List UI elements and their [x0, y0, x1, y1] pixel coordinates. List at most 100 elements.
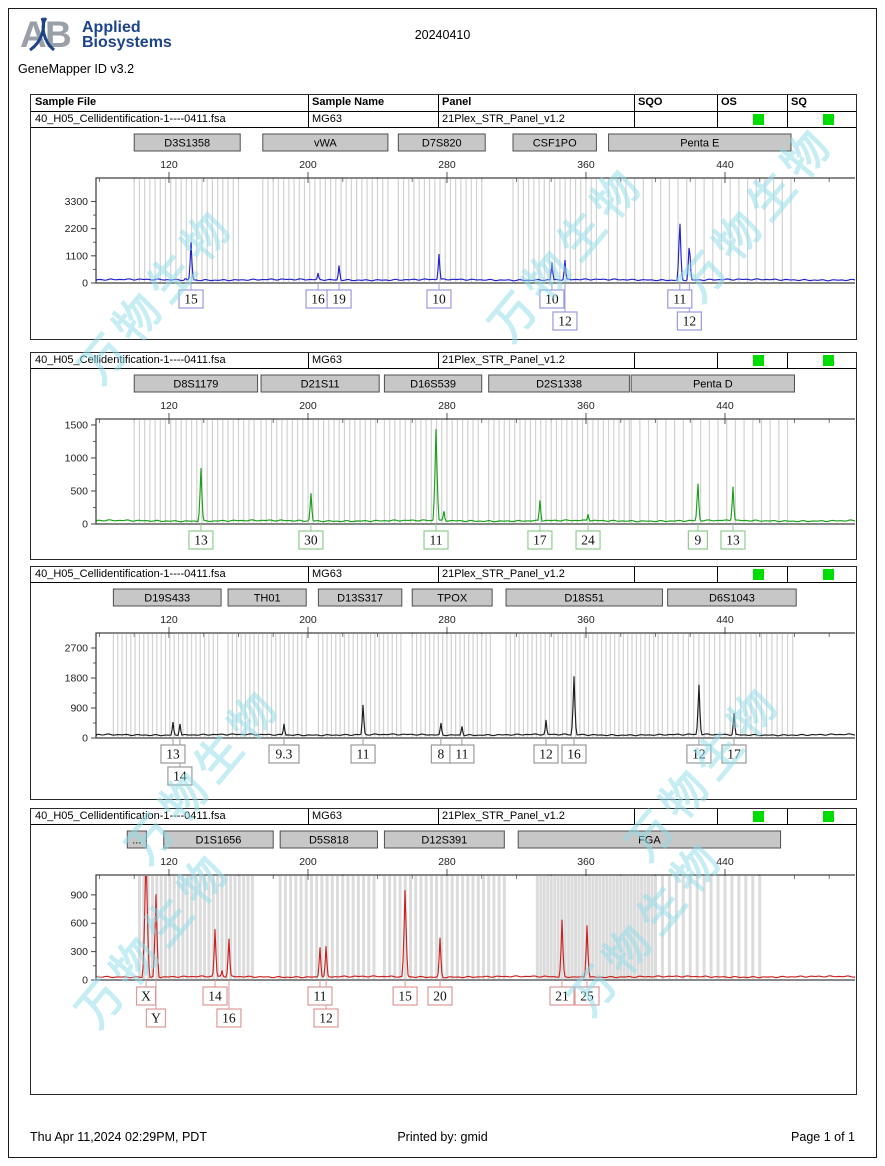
marker-label: TH01: [254, 593, 281, 605]
allele-label-box: [426, 289, 452, 309]
app-version-label: GeneMapper ID v3.2: [18, 62, 135, 76]
allele-label: 14: [173, 769, 187, 784]
logo-text: Applied Biosystems: [82, 19, 172, 51]
marker-label: Penta E: [680, 138, 719, 150]
os-status-square: [753, 811, 764, 822]
y-tick-label: 0: [82, 975, 88, 987]
allele-label-box: [539, 289, 565, 309]
marker-box: [133, 374, 259, 393]
marker-box: [112, 588, 222, 607]
y-tick-label: 500: [70, 485, 88, 497]
marker-box: [411, 588, 493, 607]
x-tick-label: 280: [438, 400, 456, 412]
trace-line: [96, 676, 856, 737]
x-tick-label: 200: [299, 614, 317, 626]
allele-label-box: [533, 744, 559, 764]
sample-cell-2: 21Plex_STR_Panel_v1.2: [442, 113, 565, 125]
column-header-2: Panel: [442, 96, 472, 108]
column-separator: [717, 567, 718, 582]
allele-label-box: [307, 986, 333, 1006]
sample-cell-0: 40_H05_Cellidentification-1----0411.fsa: [35, 113, 226, 125]
header-logo: A B Applied Biosystems: [20, 14, 172, 56]
marker-label: FGA: [638, 835, 661, 847]
marker-label: D18S51: [564, 593, 604, 605]
allele-label: 13: [166, 747, 180, 762]
marker-label: D3S1358: [164, 138, 210, 150]
x-tick-label: 440: [716, 400, 734, 412]
marker-label: D12S391: [421, 835, 467, 847]
marker-box: [317, 588, 403, 607]
marker-box: [163, 830, 274, 849]
allele-label-box: [549, 986, 575, 1006]
sample-cell-0: 40_H05_Cellidentification-1----0411.fsa: [35, 354, 226, 366]
os-status-square: [753, 569, 764, 580]
sample-cell-2: 21Plex_STR_Panel_v1.2: [442, 810, 565, 822]
allele-label: 11: [430, 533, 443, 548]
column-header-1: Sample Name: [312, 96, 385, 108]
marker-label: D21S11: [301, 379, 340, 391]
sample-cell-1: MG63: [312, 354, 342, 366]
allele-label: 15: [184, 292, 198, 307]
logo-line-1: Applied: [82, 19, 141, 36]
os-status-square: [753, 114, 764, 125]
x-tick-label: 120: [160, 614, 178, 626]
column-separator: [787, 353, 788, 368]
marker-label: D19S433: [144, 593, 190, 605]
allele-label: 21: [555, 989, 569, 1004]
marker-label: TPOX: [437, 593, 468, 605]
allele-label-box: [449, 744, 475, 764]
allele-label-box: [527, 530, 553, 550]
column-header-5: SQ: [791, 96, 807, 108]
y-tick-label: 0: [82, 519, 88, 531]
allele-label: 8: [438, 747, 445, 762]
marker-label: D16S539: [410, 379, 456, 391]
sample-group-4: 40_H05_Cellidentification-1----0411.fsa M…: [30, 808, 857, 1095]
allele-label: 10: [545, 292, 559, 307]
column-header-0: Sample File: [35, 96, 97, 108]
y-tick-label: 900: [70, 703, 88, 715]
marker-label: Penta D: [693, 379, 733, 391]
y-tick-label: 2200: [65, 223, 89, 235]
column-separator: [787, 809, 788, 824]
column-separator: [634, 567, 635, 582]
allele-label: 9: [694, 533, 701, 548]
x-tick-label: 280: [438, 614, 456, 626]
marker-box: [630, 374, 795, 393]
sample-group-2: 40_H05_Cellidentification-1----0411.fsa M…: [30, 352, 857, 560]
sample-row: 40_H05_Cellidentification-1----0411.fsa M…: [31, 353, 856, 369]
marker-box: [260, 374, 380, 393]
allele-label: 11: [313, 989, 326, 1004]
marker-label: ...: [132, 835, 141, 847]
allele-label: 30: [304, 533, 318, 548]
x-tick-label: 360: [577, 400, 595, 412]
x-tick-label: 440: [716, 614, 734, 626]
y-tick-label: 300: [70, 946, 88, 958]
allele-label: 13: [726, 533, 740, 548]
ab-logo-icon: A B: [20, 14, 72, 55]
column-separator: [438, 809, 439, 824]
column-separator: [438, 112, 439, 127]
allele-label: 24: [581, 533, 595, 548]
allele-label: 10: [432, 292, 446, 307]
allele-label-box: [160, 744, 186, 764]
footer-page: Page 1 of 1: [791, 1130, 855, 1144]
column-separator: [438, 95, 439, 111]
allele-label: 12: [558, 314, 572, 329]
x-tick-label: 200: [299, 856, 317, 868]
sq-status-square: [823, 569, 834, 580]
allele-label-box: [216, 1008, 242, 1028]
marker-label: D8S1179: [173, 379, 218, 391]
column-separator: [717, 353, 718, 368]
allele-label-box: [313, 1008, 339, 1028]
marker-box: [505, 588, 663, 607]
sample-row: 40_H05_Cellidentification-1----0411.fsa M…: [31, 112, 856, 128]
marker-box: [227, 588, 307, 607]
y-tick-label: 1500: [65, 419, 89, 431]
column-separator: [634, 809, 635, 824]
x-tick-label: 200: [299, 159, 317, 171]
x-tick-label: 200: [299, 400, 317, 412]
sample-cell-1: MG63: [312, 113, 342, 125]
allele-label: 12: [319, 1011, 333, 1026]
column-separator: [787, 95, 788, 111]
